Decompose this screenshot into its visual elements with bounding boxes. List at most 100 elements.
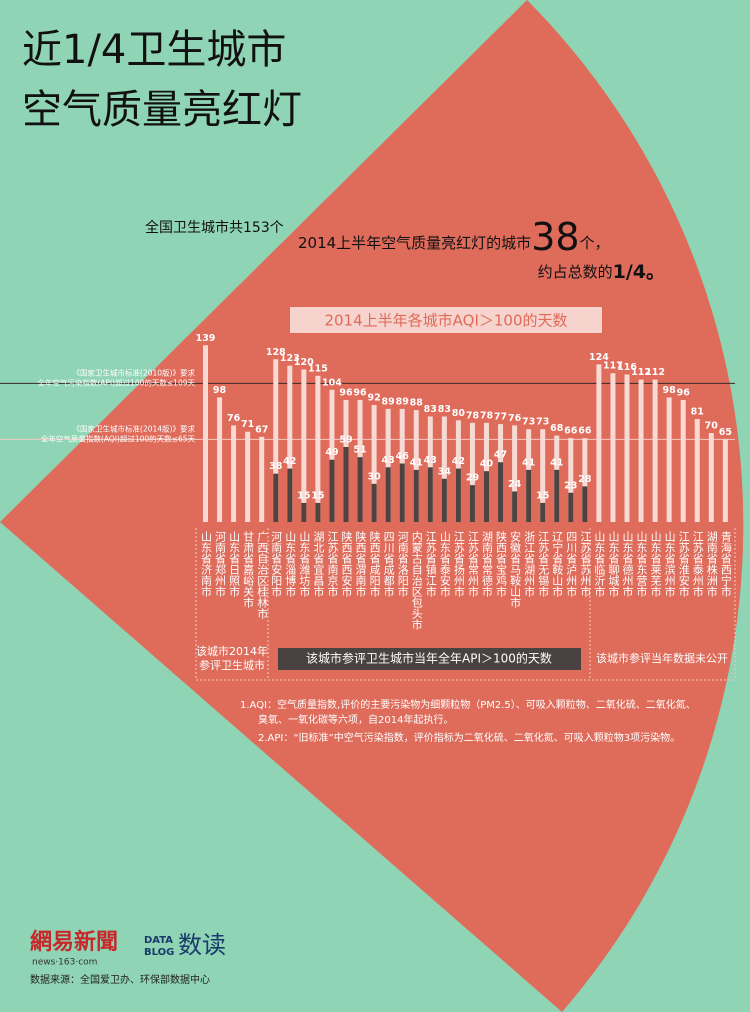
value-label: 29 bbox=[466, 473, 479, 484]
x-tick-label: 辽宁省鞍山市 bbox=[551, 531, 564, 598]
bar bbox=[512, 425, 518, 522]
label-frame bbox=[195, 528, 736, 681]
bar bbox=[413, 410, 419, 522]
value-label: 28 bbox=[578, 474, 592, 485]
x-tick-label: 湖北省宜昌市 bbox=[312, 531, 325, 598]
x-tick-label: 广西自治区桂林市 bbox=[256, 531, 269, 620]
value-label: 120 bbox=[294, 357, 314, 368]
x-tick-label: 陕西省渭南市 bbox=[354, 530, 367, 598]
bar bbox=[666, 397, 672, 522]
api-bar bbox=[343, 446, 349, 522]
bar bbox=[441, 416, 447, 522]
x-tick-label: 山东省莱芜市 bbox=[649, 531, 662, 598]
x-tick-label: 山东省潍坊市 bbox=[298, 531, 311, 598]
value-label: 98 bbox=[213, 385, 227, 396]
x-tick-label: 江苏省南京市 bbox=[326, 531, 339, 598]
headline-suffix: 个， bbox=[580, 234, 610, 252]
x-tick-label: 陕西省西安市 bbox=[340, 530, 353, 598]
bar bbox=[203, 345, 208, 522]
group-label: 该城市参评当年数据未公开 bbox=[596, 651, 728, 665]
x-tick-label: 安徽省马鞍山市 bbox=[509, 530, 522, 609]
value-label: 96 bbox=[353, 387, 367, 398]
value-label: 77 bbox=[494, 412, 507, 423]
bar bbox=[680, 399, 686, 522]
value-label: 71 bbox=[241, 419, 254, 430]
value-label: 73 bbox=[522, 417, 535, 428]
headline-number: 38 bbox=[531, 215, 579, 259]
value-label: 92 bbox=[367, 393, 380, 404]
logo-netease: 網易新聞 bbox=[30, 929, 118, 955]
x-tick-label: 陕西省咸阳市 bbox=[368, 530, 381, 598]
value-label: 80 bbox=[452, 408, 466, 419]
group-label: 该城市2014年 bbox=[196, 644, 268, 658]
value-label: 66 bbox=[578, 426, 592, 437]
value-label: 83 bbox=[438, 404, 451, 415]
logo-datablog: DATA bbox=[144, 935, 173, 946]
value-label: 76 bbox=[508, 413, 522, 424]
value-label: 89 bbox=[396, 396, 409, 407]
bar bbox=[694, 419, 700, 522]
x-tick-label: 山东省济南市 bbox=[200, 531, 213, 598]
bar bbox=[610, 373, 616, 522]
api-bar bbox=[441, 478, 447, 522]
value-label: 46 bbox=[396, 451, 410, 462]
api-bar bbox=[385, 467, 391, 522]
x-tick-label: 浙江省湖州市 bbox=[523, 531, 536, 598]
bar bbox=[315, 375, 321, 522]
bar bbox=[708, 433, 714, 522]
value-label: 66 bbox=[564, 426, 578, 437]
value-label: 41 bbox=[522, 457, 535, 468]
value-label: 112 bbox=[631, 367, 651, 378]
x-tick-label: 湖南省株洲市 bbox=[705, 531, 718, 598]
value-label: 104 bbox=[322, 377, 342, 388]
value-label: 24 bbox=[508, 479, 522, 490]
value-label: 67 bbox=[255, 424, 268, 435]
value-label: 128 bbox=[266, 347, 286, 358]
bar bbox=[273, 359, 279, 522]
chart-title: 2014上半年各城市AQI＞100的天数 bbox=[324, 312, 567, 330]
x-tick-label: 山东省聊城市 bbox=[607, 531, 620, 598]
note: 臭氧、一氧化碳等六项，自2014年起执行。 bbox=[258, 713, 453, 726]
x-tick-label: 江苏省泰州市 bbox=[691, 531, 704, 598]
value-label: 42 bbox=[283, 456, 296, 467]
value-label: 123 bbox=[280, 353, 300, 364]
api-bar bbox=[357, 457, 363, 522]
api-bar bbox=[427, 467, 433, 522]
value-label: 115 bbox=[308, 363, 328, 374]
value-label: 51 bbox=[353, 445, 366, 456]
value-label: 83 bbox=[424, 404, 437, 415]
group-label: 参评卫生城市 bbox=[199, 658, 265, 672]
note: 1.AQI：空气质量指数,评价的主要污染物为细颗粒物（PM2.5）、可吸入颗粒物… bbox=[240, 698, 696, 711]
value-label: 43 bbox=[382, 455, 395, 466]
headline-line2-prefix: 约占总数的 bbox=[538, 263, 613, 281]
x-tick-label: 四川省成都市 bbox=[382, 531, 395, 598]
logo-datablog: BLOG bbox=[144, 947, 174, 958]
bar bbox=[568, 438, 574, 522]
bar bbox=[371, 405, 377, 522]
bar bbox=[540, 429, 546, 522]
legend-label: 该城市参评卫生城市当年全年API＞100的天数 bbox=[306, 651, 552, 666]
bar bbox=[722, 439, 728, 522]
value-label: 15 bbox=[297, 490, 310, 501]
value-label: 78 bbox=[466, 410, 480, 421]
x-tick-label: 内蒙古自治区包头市 bbox=[410, 530, 423, 631]
x-tick-label: 山东省临沂市 bbox=[593, 531, 606, 598]
api-bar bbox=[554, 469, 560, 522]
logo-shudu: 数读 bbox=[178, 931, 226, 959]
bar bbox=[652, 379, 658, 522]
x-tick-label: 山东省泰安市 bbox=[438, 531, 451, 598]
api-bar bbox=[484, 471, 489, 522]
api-bar bbox=[540, 502, 546, 522]
x-tick-label: 江苏省镇江市 bbox=[424, 531, 437, 598]
x-tick-label: 江苏省常州市 bbox=[466, 531, 479, 598]
bar bbox=[217, 397, 223, 522]
api-bar bbox=[273, 473, 279, 522]
source: 数据来源：全国爱卫办、环保部数据中心 bbox=[30, 973, 210, 986]
api-bar bbox=[582, 486, 588, 522]
value-label: 43 bbox=[424, 455, 437, 466]
value-label: 70 bbox=[705, 421, 719, 432]
reference-label: 全年空气污染指数(API)超过100的天数≤109天 bbox=[37, 377, 195, 387]
x-tick-label: 河南省安阳市 bbox=[270, 531, 283, 598]
value-label: 68 bbox=[550, 423, 564, 434]
x-tick-label: 陕西省宝鸡市 bbox=[495, 530, 508, 598]
